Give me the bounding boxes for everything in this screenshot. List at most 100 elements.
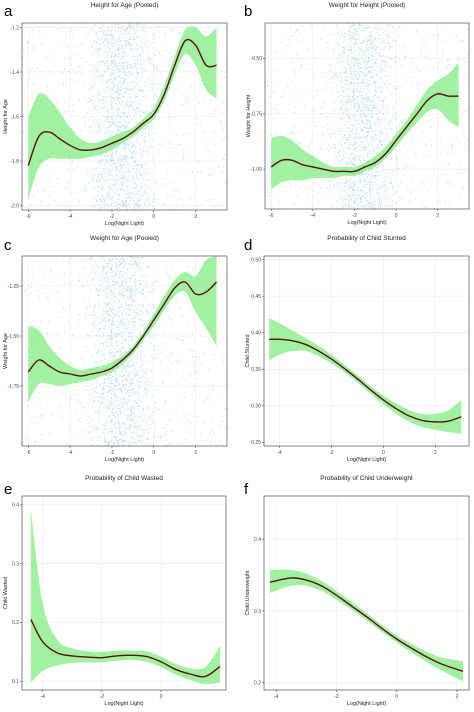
raw-point bbox=[380, 132, 382, 134]
raw-point bbox=[103, 33, 105, 35]
raw-point bbox=[135, 428, 137, 430]
raw-point bbox=[378, 38, 380, 40]
raw-point bbox=[109, 48, 111, 50]
raw-point bbox=[119, 193, 121, 195]
raw-point bbox=[360, 201, 362, 203]
raw-point bbox=[358, 38, 360, 40]
raw-point bbox=[369, 184, 371, 186]
raw-point bbox=[435, 81, 437, 83]
raw-point bbox=[129, 140, 131, 142]
raw-point bbox=[345, 164, 347, 166]
raw-point bbox=[308, 197, 310, 199]
raw-point bbox=[91, 43, 93, 45]
raw-point bbox=[108, 307, 110, 309]
raw-point bbox=[109, 198, 111, 200]
raw-point bbox=[347, 115, 349, 117]
raw-point bbox=[351, 205, 353, 207]
raw-point bbox=[364, 67, 367, 70]
raw-point bbox=[383, 42, 385, 44]
raw-point bbox=[360, 88, 362, 90]
raw-point bbox=[362, 121, 364, 123]
raw-point bbox=[94, 315, 96, 317]
raw-point bbox=[135, 391, 137, 394]
raw-point bbox=[120, 111, 122, 114]
raw-point bbox=[116, 66, 118, 68]
raw-point bbox=[125, 45, 127, 47]
raw-point bbox=[355, 137, 357, 139]
raw-point bbox=[383, 55, 385, 57]
raw-point bbox=[114, 55, 116, 57]
raw-point bbox=[373, 63, 375, 65]
raw-point bbox=[125, 418, 127, 420]
raw-point bbox=[380, 144, 382, 146]
raw-point bbox=[118, 439, 120, 441]
raw-point bbox=[134, 165, 136, 167]
raw-point bbox=[376, 63, 378, 65]
raw-point bbox=[114, 395, 116, 397]
raw-point bbox=[188, 102, 190, 104]
raw-point bbox=[354, 95, 356, 97]
raw-point bbox=[458, 39, 460, 41]
raw-point bbox=[136, 142, 138, 144]
raw-point bbox=[112, 111, 114, 114]
raw-point bbox=[127, 364, 129, 366]
raw-point bbox=[338, 181, 340, 183]
raw-point bbox=[114, 77, 116, 79]
raw-point bbox=[348, 58, 350, 60]
raw-point bbox=[151, 420, 153, 422]
raw-point bbox=[128, 148, 130, 150]
raw-point bbox=[357, 109, 359, 111]
raw-point bbox=[116, 178, 118, 180]
raw-point bbox=[282, 36, 284, 38]
raw-point bbox=[116, 378, 118, 380]
raw-point bbox=[109, 302, 112, 305]
raw-point bbox=[347, 110, 349, 112]
raw-point bbox=[347, 136, 349, 139]
raw-point bbox=[146, 151, 148, 153]
raw-point bbox=[117, 162, 119, 164]
raw-point bbox=[351, 26, 353, 28]
raw-point bbox=[356, 74, 359, 76]
raw-point bbox=[354, 119, 356, 121]
raw-point bbox=[375, 46, 377, 48]
raw-point bbox=[425, 143, 427, 145]
raw-point bbox=[352, 71, 354, 73]
raw-point bbox=[337, 153, 339, 155]
raw-point bbox=[118, 429, 120, 431]
raw-point bbox=[353, 58, 355, 60]
raw-point bbox=[360, 182, 362, 184]
raw-point bbox=[338, 31, 341, 33]
raw-point bbox=[99, 155, 101, 157]
raw-point bbox=[420, 55, 422, 57]
raw-point bbox=[120, 273, 123, 275]
raw-point bbox=[153, 94, 155, 96]
raw-point bbox=[137, 203, 139, 205]
raw-point bbox=[332, 90, 334, 92]
raw-point bbox=[378, 203, 380, 205]
raw-point bbox=[314, 143, 316, 145]
raw-point bbox=[351, 182, 353, 184]
raw-point bbox=[110, 132, 112, 134]
raw-point bbox=[124, 79, 126, 81]
raw-point bbox=[151, 201, 153, 203]
raw-point bbox=[148, 58, 150, 61]
raw-point bbox=[91, 86, 93, 88]
raw-point bbox=[70, 128, 72, 130]
raw-point bbox=[134, 203, 136, 206]
raw-point bbox=[356, 204, 358, 206]
raw-point bbox=[92, 88, 94, 90]
raw-point bbox=[108, 351, 110, 353]
raw-point bbox=[130, 287, 132, 289]
raw-point bbox=[340, 101, 342, 103]
raw-point bbox=[142, 185, 144, 187]
raw-point bbox=[463, 81, 465, 84]
raw-point bbox=[130, 169, 132, 171]
raw-point bbox=[68, 56, 70, 58]
raw-point bbox=[352, 128, 354, 130]
raw-point bbox=[119, 185, 121, 187]
raw-point bbox=[98, 122, 101, 124]
raw-point bbox=[111, 73, 113, 75]
raw-point bbox=[139, 265, 141, 267]
raw-point bbox=[109, 345, 111, 347]
raw-point bbox=[349, 62, 352, 64]
